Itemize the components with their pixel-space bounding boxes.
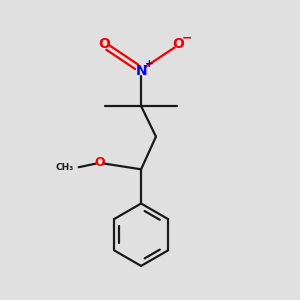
Text: +: + xyxy=(145,59,154,69)
Text: O: O xyxy=(172,38,184,52)
Text: N: N xyxy=(135,64,147,78)
Text: CH₃: CH₃ xyxy=(56,163,74,172)
Text: O: O xyxy=(98,38,110,52)
Text: O: O xyxy=(94,156,105,169)
Text: −: − xyxy=(182,32,192,44)
